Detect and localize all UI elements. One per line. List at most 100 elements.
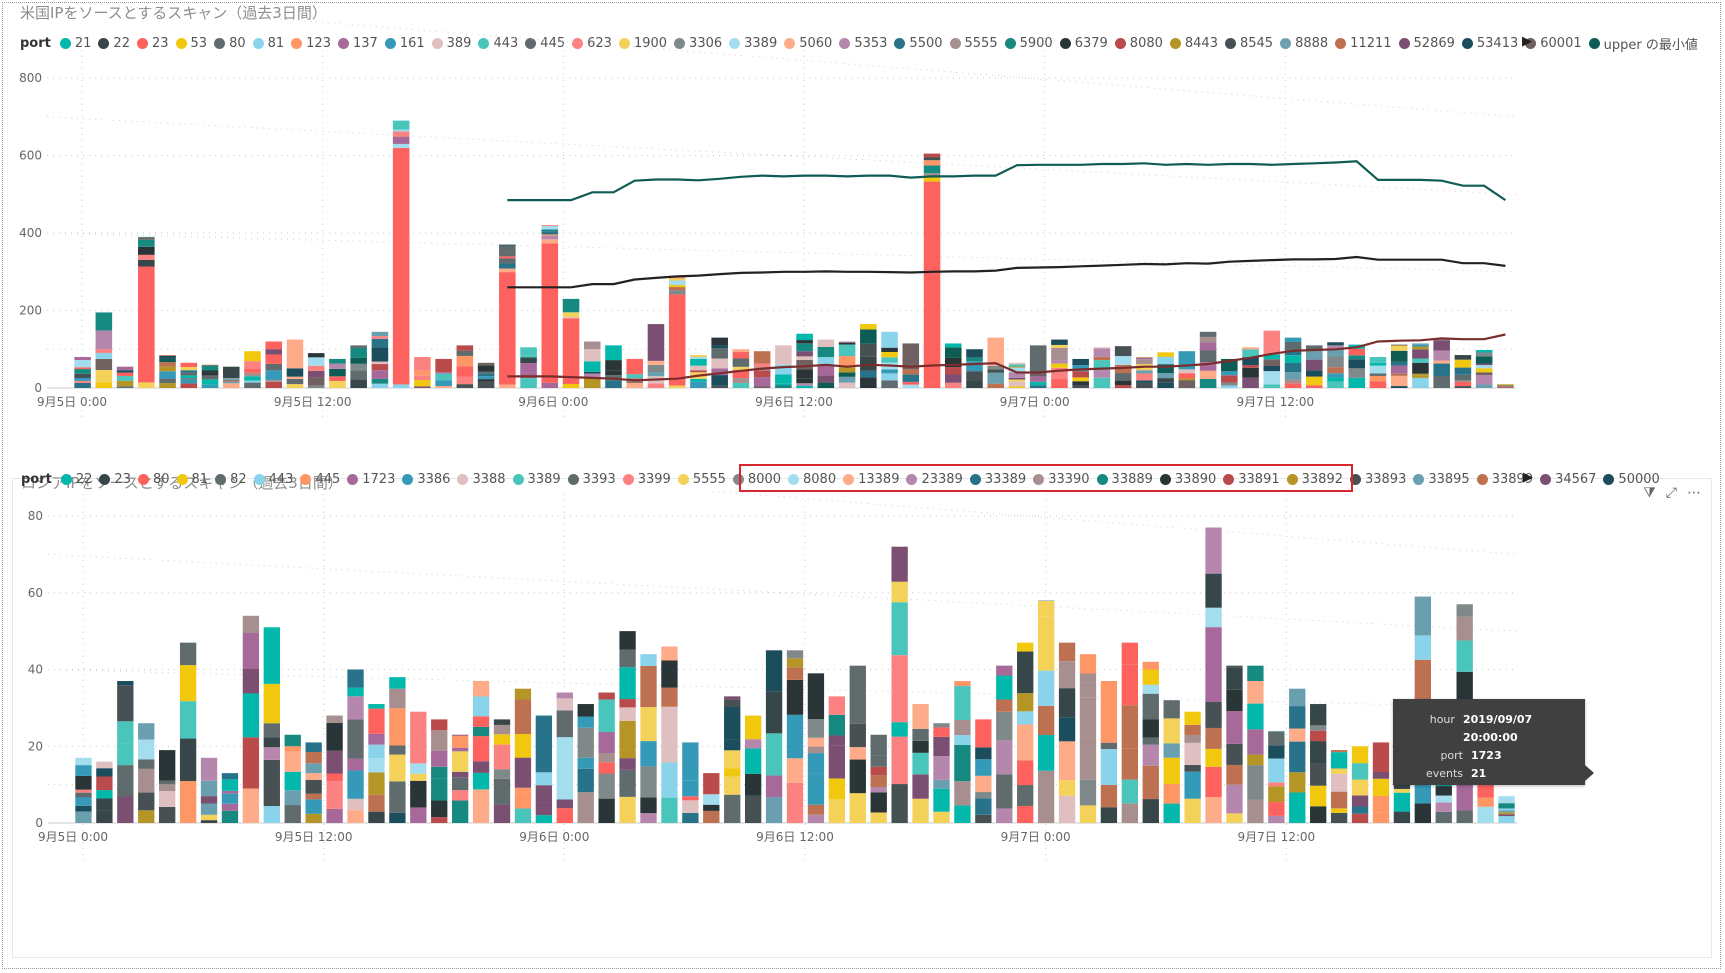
filter-icon[interactable]: ⧩	[1643, 485, 1656, 501]
ru-bar-53[interactable]	[1184, 711, 1201, 823]
us-bar-53[interactable]	[1199, 331, 1217, 388]
us-bar-44[interactable]	[1008, 362, 1026, 388]
us-bar-1[interactable]	[95, 312, 113, 388]
us-bar-38[interactable]	[881, 331, 898, 388]
more-options-icon[interactable]: ⋯	[1687, 485, 1701, 501]
ru-legend-item-8[interactable]: 3386	[402, 472, 450, 487]
us-bar-0[interactable]	[74, 357, 91, 388]
us-legend-item-13[interactable]: 1900	[618, 36, 667, 51]
ru-bar-27[interactable]	[640, 654, 657, 823]
us-legend-item-26[interactable]: 11211	[1335, 36, 1392, 51]
us-legend-item-8[interactable]: 161	[384, 36, 425, 51]
us-bar-42[interactable]	[966, 349, 983, 388]
ru-bar-6[interactable]	[200, 757, 218, 823]
us-legend-item-1[interactable]: 22	[98, 36, 130, 51]
ru-bar-14[interactable]	[368, 704, 385, 823]
us-legend-item-11[interactable]: 445	[525, 36, 565, 51]
ru-bar-55[interactable]	[1226, 665, 1243, 823]
ru-legend-item-11[interactable]: 3393	[567, 472, 616, 487]
ru-bar-37[interactable]	[849, 665, 866, 823]
ru-bar-4[interactable]	[159, 750, 176, 823]
us-legend-item-27[interactable]: 52869	[1398, 36, 1455, 51]
ru-bar-2[interactable]	[117, 681, 134, 823]
us-legend-item-14[interactable]: 3306	[674, 36, 722, 51]
ru-bar-44[interactable]	[996, 665, 1013, 823]
ru-legend-item-7[interactable]: 1723	[347, 472, 395, 487]
us-legend-item-30[interactable]: upper の最小値	[1588, 34, 1698, 53]
ru-legend-item-12[interactable]: 3399	[622, 472, 671, 487]
ru-legend-item-28[interactable]: 50000	[1603, 472, 1660, 487]
us-bar-20[interactable]	[499, 244, 516, 388]
us-bar-67[interactable]	[1497, 384, 1514, 388]
ru-legend-item-9[interactable]: 3388	[457, 472, 506, 487]
ru-legend-item-0[interactable]: 22	[60, 472, 92, 487]
us-bar-36[interactable]	[838, 341, 856, 389]
ru-bar-8[interactable]	[242, 615, 260, 823]
us-bar-5[interactable]	[180, 362, 198, 388]
ru-bar-15[interactable]	[389, 677, 406, 823]
ru-scan-visual[interactable]: ロシアIPをソースとするスキャン（過去3日間） ⧩ ⤢ ⋯ port 22238…	[12, 464, 1713, 958]
us-legend-item-7[interactable]: 137	[337, 36, 378, 51]
us-bar-18[interactable]	[456, 345, 474, 388]
ru-legend-item-14[interactable]: 8000	[732, 472, 781, 487]
ru-bar-68[interactable]	[1498, 796, 1515, 823]
ru-bar-57[interactable]	[1268, 730, 1285, 823]
us-legend-item-29[interactable]: 60001	[1525, 36, 1582, 51]
us-bar-15[interactable]	[392, 120, 410, 388]
us-bar-52[interactable]	[1178, 351, 1196, 388]
ru-legend-item-18[interactable]: 33389	[969, 472, 1026, 487]
ru-legend-item-5[interactable]: 443	[253, 472, 293, 487]
us-bar-59[interactable]	[1327, 342, 1344, 388]
us-legend-item-4[interactable]: 80	[214, 36, 246, 51]
us-bar-37[interactable]	[860, 324, 877, 388]
us-bar-8[interactable]	[244, 351, 261, 388]
ru-bar-26[interactable]	[619, 631, 636, 823]
ru-bar-28[interactable]	[661, 646, 678, 823]
us-bar-41[interactable]	[944, 343, 962, 388]
ru-bar-56[interactable]	[1247, 665, 1264, 823]
ru-bar-24[interactable]	[577, 704, 594, 823]
us-legend-item-6[interactable]: 123	[291, 36, 331, 51]
ru-bar-5[interactable]	[179, 642, 197, 823]
us-bar-54[interactable]	[1221, 358, 1238, 388]
ru-bar-7[interactable]	[221, 773, 239, 823]
us-bar-4[interactable]	[159, 355, 176, 388]
ru-bar-40[interactable]	[912, 704, 929, 823]
us-bar-6[interactable]	[201, 364, 219, 388]
us-legend-item-25[interactable]: 8888	[1280, 36, 1328, 51]
us-bar-3[interactable]	[138, 236, 155, 388]
ru-bar-60[interactable]	[1330, 750, 1348, 823]
ru-bar-51[interactable]	[1142, 661, 1159, 823]
us-legend-item-10[interactable]: 443	[478, 36, 518, 51]
us-bar-9[interactable]	[265, 341, 283, 389]
us-bar-57[interactable]	[1284, 337, 1302, 388]
us-bar-28[interactable]	[668, 275, 686, 388]
ru-legend-item-13[interactable]: 5555	[677, 472, 726, 487]
us-bar-45[interactable]	[1029, 345, 1047, 388]
ru-bar-59[interactable]	[1310, 704, 1327, 823]
us-legend-item-3[interactable]: 53	[175, 36, 207, 51]
us-scan-visual[interactable]: 米国IPをソースとするスキャン（過去3日間） port 21 22 23 53 80 81…	[12, 0, 1712, 472]
us-legend-item-22[interactable]: 8080	[1114, 36, 1163, 51]
us-legend-item-16[interactable]: 5060	[784, 36, 832, 51]
ru-bar-0[interactable]	[75, 757, 92, 823]
ru-legend-item-6[interactable]: 445	[300, 472, 340, 487]
us-bar-65[interactable]	[1454, 355, 1472, 388]
us-bar-60[interactable]	[1348, 344, 1366, 388]
ru-bar-10[interactable]	[284, 734, 301, 823]
us-bar-13[interactable]	[350, 345, 367, 388]
ru-bar-33[interactable]	[765, 650, 783, 823]
us-bar-47[interactable]	[1072, 358, 1089, 388]
us-bar-31[interactable]	[732, 349, 750, 388]
us-bar-19[interactable]	[477, 362, 495, 388]
ru-bar-49[interactable]	[1100, 681, 1118, 823]
ru-bar-61[interactable]	[1351, 746, 1369, 823]
us-bar-50[interactable]	[1136, 357, 1153, 388]
us-line-series-2[interactable]	[507, 333, 1506, 382]
ru-bar-50[interactable]	[1121, 642, 1139, 823]
ru-bar-21[interactable]	[514, 688, 532, 823]
us-bar-2[interactable]	[116, 366, 134, 388]
us-legend-item-5[interactable]: 81	[252, 36, 284, 51]
